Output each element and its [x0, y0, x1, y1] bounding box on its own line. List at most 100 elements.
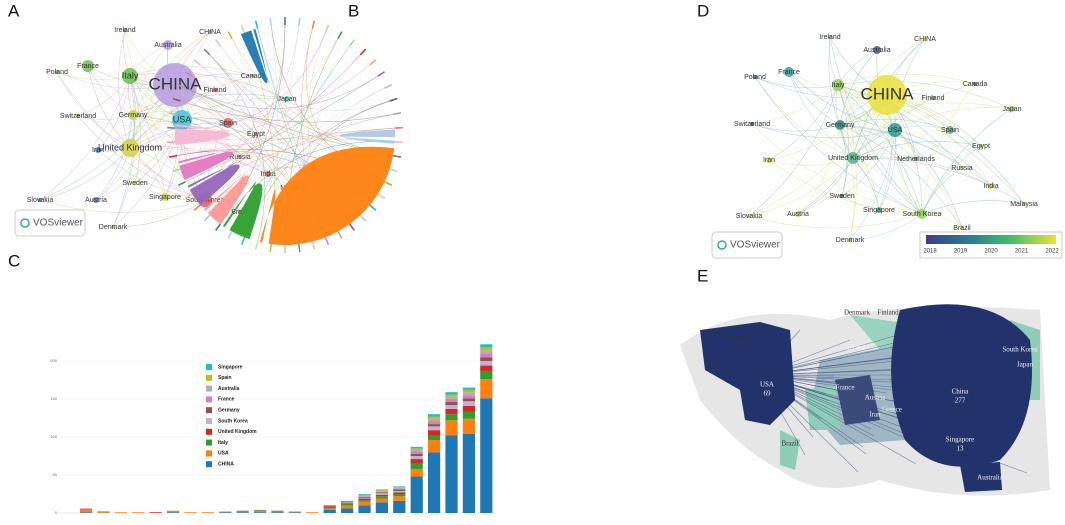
bar-segment	[410, 451, 423, 454]
chord-tick	[193, 204, 201, 211]
chord-ribbon	[187, 161, 240, 206]
node-label: Austria	[787, 211, 809, 218]
chord-tick	[269, 17, 272, 26]
chord-tick	[184, 193, 193, 199]
legend-swatch	[206, 407, 212, 414]
network-node	[747, 214, 751, 218]
network-edge	[797, 124, 841, 215]
region-name: Japan	[1017, 361, 1033, 369]
network-edge	[839, 124, 917, 160]
chord-tick	[359, 48, 367, 56]
panel-label: A	[8, 1, 20, 20]
network-edge	[852, 157, 923, 215]
chord-link	[185, 25, 300, 183]
chord-ribbon	[203, 173, 249, 224]
bar-segment	[410, 446, 423, 449]
legend-swatch	[206, 396, 212, 403]
node-label: Ireland	[114, 27, 136, 34]
node-label: Switzerland	[60, 113, 96, 120]
chord-tick	[240, 25, 246, 34]
node-label: Italy	[122, 70, 139, 80]
bar-segment	[358, 498, 371, 501]
node-label: Canada	[963, 81, 988, 88]
region-name: Iran	[869, 411, 881, 419]
chord-tick	[215, 39, 221, 47]
chord-tick	[254, 20, 259, 29]
legend-label: Spain	[218, 375, 232, 381]
network-edge	[849, 213, 923, 241]
network-node	[832, 79, 844, 91]
network-node	[753, 75, 757, 79]
network-node	[1009, 106, 1015, 112]
bar-segment	[323, 509, 336, 513]
network-edge	[87, 65, 131, 149]
network-node	[988, 183, 994, 189]
region-name: Ireland	[845, 344, 865, 352]
bar-segment	[393, 496, 406, 501]
bar-segment	[341, 505, 354, 509]
bar-segment	[445, 394, 458, 397]
legend-label: Singapore	[218, 364, 243, 370]
node-label: United Kingdom	[98, 142, 162, 152]
bar-segment	[323, 506, 336, 507]
node-label: Russia	[951, 165, 973, 172]
chord-tick	[359, 214, 367, 222]
network-edge	[839, 124, 847, 197]
chord-tick	[377, 71, 386, 77]
network-edge	[112, 114, 135, 228]
bar-segment	[410, 468, 423, 477]
network-node	[1022, 202, 1026, 206]
chord-tick	[369, 204, 377, 211]
bar-segment	[254, 510, 267, 513]
legend-label: USA	[218, 451, 229, 457]
bar-segment	[358, 497, 371, 499]
node-label: Finland	[204, 87, 227, 94]
panel-label: C	[8, 251, 20, 270]
chord-tick	[168, 154, 178, 158]
bar-segment	[445, 405, 458, 409]
bar-segment	[393, 490, 406, 493]
node-label: Austria	[85, 197, 107, 204]
network-edge	[56, 71, 131, 149]
node-label: Brazil	[953, 225, 971, 232]
bar-segment	[219, 512, 232, 513]
region-name: Brazil	[781, 440, 798, 448]
network-edge	[837, 73, 976, 86]
region	[700, 322, 795, 425]
network-edge	[132, 44, 169, 116]
bar-segment	[428, 440, 441, 453]
region-name: South Korea	[1002, 346, 1038, 354]
node-label: Singapore	[149, 194, 181, 201]
chord-tick	[337, 231, 343, 239]
chord-link	[176, 127, 395, 156]
node-label: France	[77, 63, 99, 70]
bar-segment	[358, 505, 371, 513]
network-node	[38, 198, 42, 202]
node-label: Poland	[744, 74, 766, 81]
network-edge	[921, 200, 1025, 215]
network-edge	[87, 65, 134, 116]
node-label: India	[260, 171, 275, 178]
legend-swatch	[206, 461, 212, 468]
bar-segment	[219, 511, 232, 513]
chord-link	[180, 100, 394, 123]
bar-segment	[480, 350, 493, 354]
logo-text: VOSviewer	[33, 218, 84, 229]
chord-tick	[167, 141, 176, 144]
network-edge	[132, 114, 166, 198]
network-edge	[768, 157, 854, 166]
bar-segment	[271, 510, 284, 512]
node-label: Japan	[1002, 106, 1021, 113]
network-edge	[839, 124, 963, 169]
bar-segment	[480, 357, 493, 361]
network-node	[795, 211, 801, 217]
chord-tick	[392, 154, 402, 158]
network-edge	[39, 75, 131, 201]
network-edge	[77, 115, 206, 201]
network-edge	[751, 84, 839, 125]
colorbar	[926, 235, 1056, 244]
node-label: USA	[173, 114, 192, 124]
bar-segment	[254, 509, 267, 511]
network-edge	[839, 102, 1013, 126]
